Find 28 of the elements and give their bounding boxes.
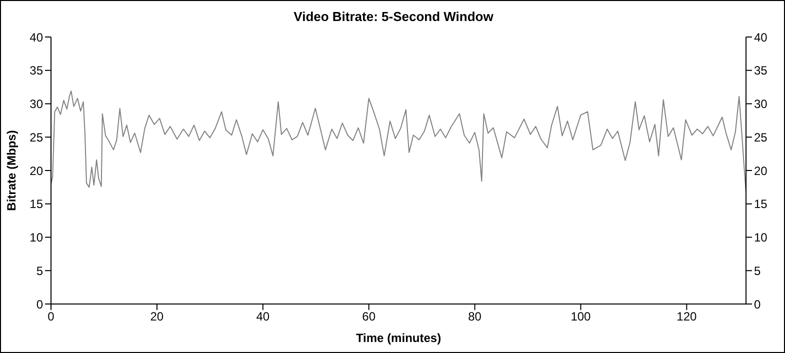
y2-tick-label: 40 (754, 30, 768, 44)
x-tick-label: 80 (468, 310, 482, 324)
y-tick-label: 0 (36, 297, 44, 312)
y-tick-label: 30 (30, 97, 44, 112)
y-tick-label: 5 (36, 264, 44, 278)
y2-tick-label: 25 (754, 130, 768, 144)
y-tick-label: 35 (30, 64, 44, 78)
y2-tick-label: 0 (754, 297, 761, 312)
x-tick-label: 100 (570, 310, 592, 324)
x-axis-title: Time (minutes) (356, 331, 442, 345)
y-tick-label: 10 (30, 230, 44, 245)
y-tick-label: 25 (30, 130, 44, 144)
y2-tick-label: 30 (754, 97, 768, 112)
x-tick-label: 120 (676, 310, 698, 324)
y2-tick-label: 15 (754, 197, 768, 212)
y-tick-label: 20 (30, 164, 44, 178)
x-tick-label: 20 (150, 310, 164, 324)
y2-tick-label: 5 (754, 264, 761, 278)
y-axis-title: Bitrate (Mbps) (4, 130, 18, 211)
y-tick-label: 40 (30, 30, 44, 44)
chart-title: Video Bitrate: 5-Second Window (292, 9, 494, 24)
x-tick-label: 60 (362, 310, 376, 324)
y2-tick-label: 35 (754, 64, 768, 78)
x-tick-label: 0 (48, 310, 55, 324)
y2-tick-label: 10 (754, 230, 768, 245)
x-tick-label: 40 (256, 310, 270, 324)
y2-tick-label: 20 (754, 164, 768, 178)
y-tick-label: 15 (30, 197, 44, 212)
